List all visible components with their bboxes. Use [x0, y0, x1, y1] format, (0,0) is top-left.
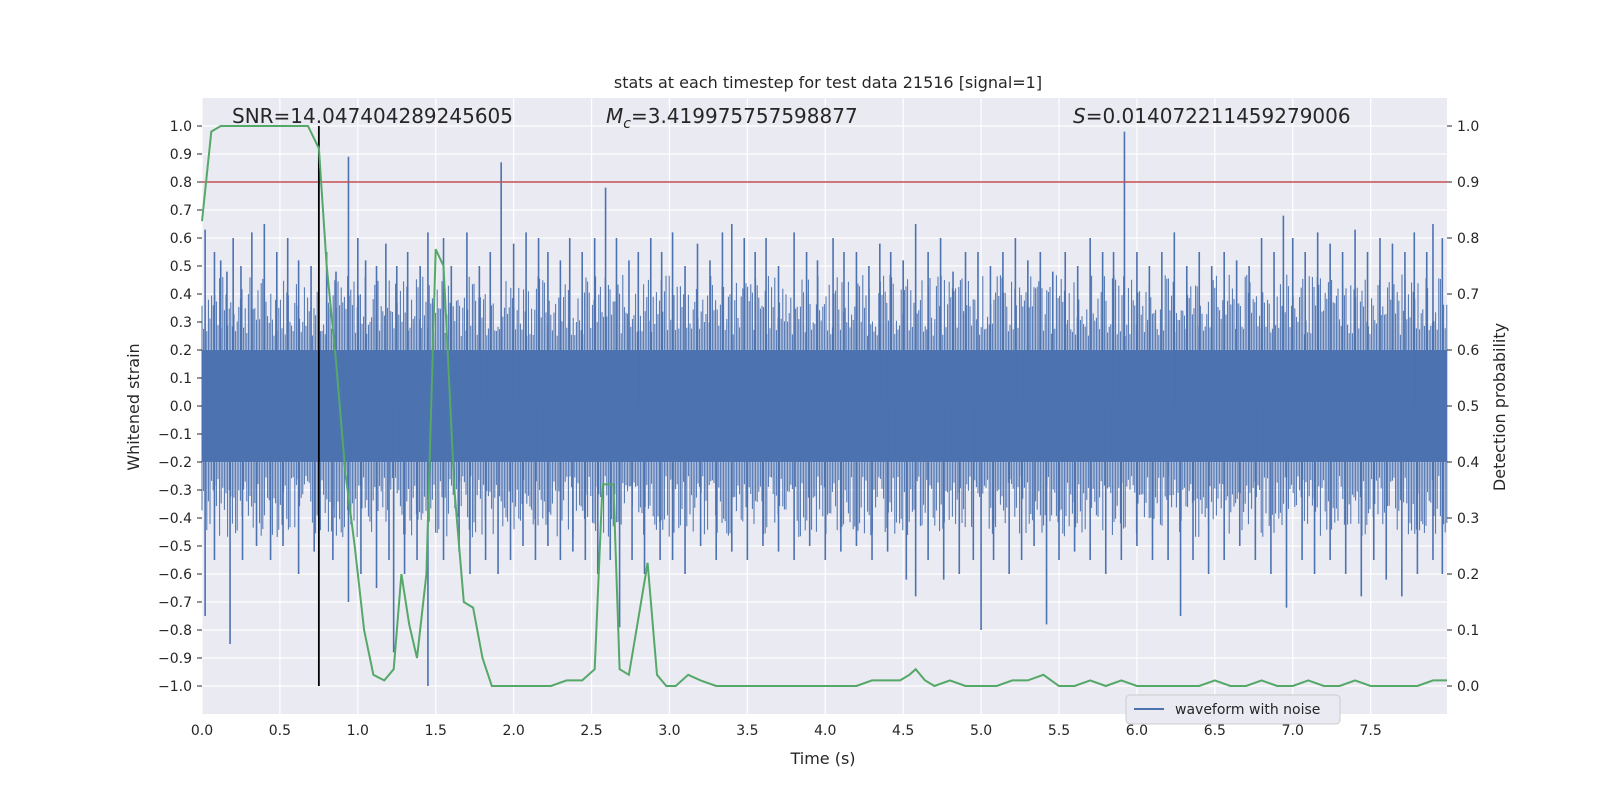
y-tick-label-left: 0.1: [170, 371, 192, 387]
y-tick-label-left: −0.5: [158, 539, 192, 555]
y-tick-label-left: 0.0: [170, 399, 192, 415]
x-tick-label: 2.5: [580, 723, 602, 739]
y-tick-label-left: 0.5: [170, 259, 192, 275]
y-tick-label-left: 0.3: [170, 315, 192, 331]
x-tick-label: 3.0: [658, 723, 680, 739]
waveform-series: [201, 131, 1448, 686]
y-tick-label-left: −0.3: [158, 483, 192, 499]
detection-probability-line: [201, 125, 1447, 688]
y-tick-label-left: −0.6: [158, 567, 192, 583]
x-tick-label: 6.0: [1126, 723, 1148, 739]
y-tick-label-left: −0.7: [158, 595, 192, 611]
y-tick-label-left: −0.8: [158, 623, 192, 639]
mc-symbol: M: [606, 104, 623, 128]
s-symbol: S: [1073, 104, 1086, 128]
x-tick-label: 4.5: [892, 723, 914, 739]
s-value: =0.014072211459279006: [1086, 104, 1351, 128]
x-tick-label: 0.5: [269, 723, 291, 739]
legend: waveform with noise: [1125, 694, 1341, 725]
y-tick-label-left: 0.9: [170, 147, 192, 163]
y-tick-label-left: 0.4: [170, 287, 192, 303]
y-tick-label-left: 0.2: [170, 343, 192, 359]
y-tick-label-right: 1.0: [1457, 119, 1479, 135]
overlay-lines: [202, 126, 1447, 686]
y-tick-label-right: 0.7: [1457, 287, 1479, 303]
y-axis-label-left: Whitened strain: [124, 343, 143, 470]
y-axis-label-right: Detection probability: [1490, 323, 1509, 491]
axis-ticks: 0.0 0.5 1.0 1.5 2.0 2.5 3.0 3.5 4.0 4.5 5.0 5.5 6.0 6…: [158, 119, 1479, 739]
s-annotation: S=0.014072211459279006: [1073, 104, 1351, 128]
y-tick-label-left: 0.8: [170, 175, 192, 191]
legend-label: waveform with noise: [1175, 702, 1320, 718]
y-tick-label-left: 0.7: [170, 203, 192, 219]
y-tick-label-left: −1.0: [158, 679, 192, 695]
y-tick-label-right: 0.6: [1457, 343, 1479, 359]
x-tick-label: 1.5: [425, 723, 447, 739]
y-tick-label-right: 0.4: [1457, 455, 1479, 471]
chart-title: stats at each timestep for test data 215…: [614, 73, 1042, 92]
y-tick-label-right: 0.1: [1457, 623, 1479, 639]
mc-subscript: c: [623, 116, 631, 132]
y-tick-label-left: 1.0: [170, 119, 192, 135]
x-tick-label: 3.5: [736, 723, 758, 739]
mc-value: =3.419975757598877: [631, 104, 858, 128]
y-tick-label-left: −0.4: [158, 511, 192, 527]
x-tick-label: 6.5: [1204, 723, 1226, 739]
x-tick-label: 7.5: [1360, 723, 1382, 739]
y-tick-label-left: −0.9: [158, 651, 192, 667]
x-tick-label: 1.0: [347, 723, 369, 739]
y-tick-label-right: 0.0: [1457, 679, 1479, 695]
y-tick-label-left: −0.1: [158, 427, 192, 443]
x-tick-label: 0.0: [191, 723, 213, 739]
x-tick-label: 5.0: [970, 723, 992, 739]
x-tick-label: 4.0: [814, 723, 836, 739]
y-tick-label-right: 0.9: [1457, 175, 1479, 191]
y-tick-label-left: −0.2: [158, 455, 192, 471]
mc-annotation: Mc=3.419975757598877: [606, 104, 858, 132]
x-tick-label: 7.0: [1282, 723, 1304, 739]
y-tick-label-right: 0.3: [1457, 511, 1479, 527]
y-tick-label-right: 0.2: [1457, 567, 1479, 583]
x-tick-label: 5.5: [1048, 723, 1070, 739]
legend-box: [1125, 694, 1341, 725]
y-tick-label-right: 0.8: [1457, 231, 1479, 247]
snr-annotation: SNR=14.047404289245605: [232, 104, 513, 128]
y-tick-label-left: 0.6: [170, 231, 192, 247]
x-axis-label: Time (s): [789, 749, 855, 768]
y-tick-label-right: 0.5: [1457, 399, 1479, 415]
x-tick-label: 2.0: [503, 723, 525, 739]
probability-series: [201, 125, 1447, 688]
